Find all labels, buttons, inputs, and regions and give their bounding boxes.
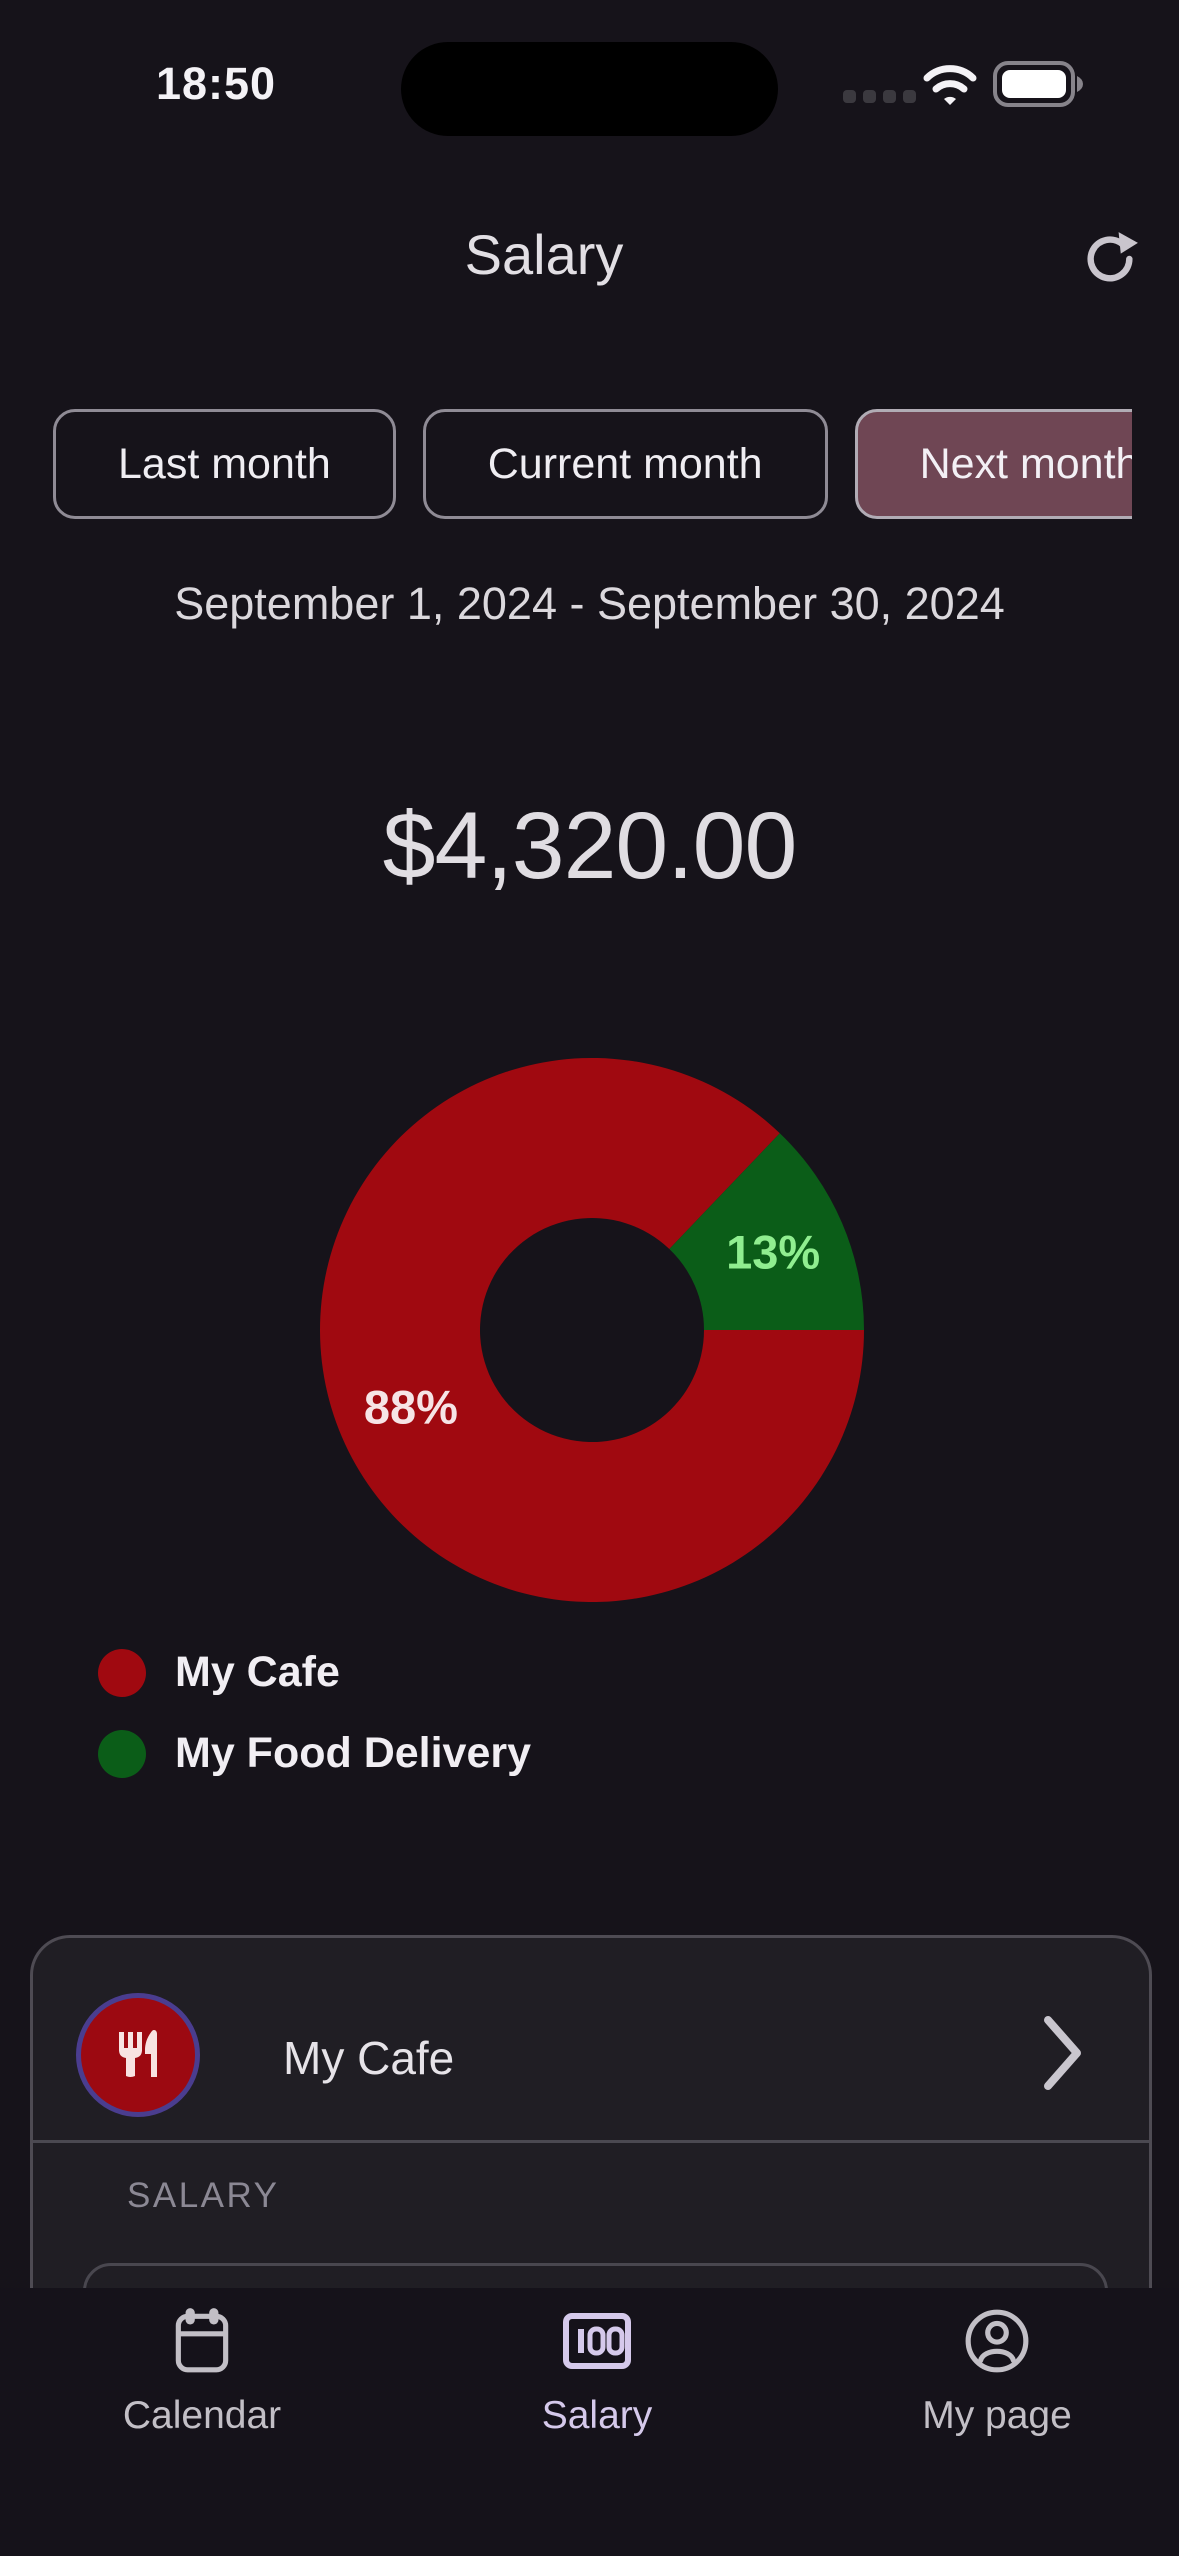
filter-row: Last month Current month Next month (0, 402, 1132, 526)
salary-donut-chart: 88% 13% (320, 1058, 865, 1602)
page-title: Salary (464, 223, 624, 286)
salary-section-label: SALARY (127, 2176, 280, 2215)
tab-calendar[interactable]: Calendar (62, 2288, 342, 2438)
banknote-icon (562, 2302, 632, 2380)
tab-label: Salary (541, 2394, 653, 2437)
refresh-button[interactable] (1078, 228, 1142, 292)
donut-slice-label: 88% (364, 1381, 458, 1434)
chart-legend: My Cafe My Food Delivery (98, 1648, 531, 1778)
legend-dot-red (98, 1648, 146, 1697)
tab-bar: Calendar Salary My page (0, 2288, 1179, 2556)
filter-next-month[interactable]: Next month (854, 409, 1132, 519)
filter-last-month[interactable]: Last month (53, 409, 396, 519)
wifi-icon (922, 62, 978, 111)
tab-label: Calendar (122, 2394, 282, 2437)
tab-label: My page (922, 2394, 1072, 2437)
tab-salary[interactable]: Salary (457, 2288, 737, 2438)
card-divider (33, 2140, 1149, 2143)
legend-label: My Food Delivery (175, 1729, 532, 1777)
fork-knife-icon (76, 1993, 200, 2117)
period-range: September 1, 2024 - September 30, 2024 (174, 578, 1005, 629)
calendar-icon (168, 2302, 236, 2380)
workplace-name[interactable]: My Cafe (283, 2032, 455, 2084)
filter-current-month[interactable]: Current month (422, 409, 828, 519)
legend-label: My Cafe (175, 1648, 340, 1696)
legend-item-my-food-delivery: My Food Delivery (98, 1729, 531, 1778)
person-circle-icon (963, 2302, 1031, 2380)
legend-dot-green (98, 1729, 146, 1778)
total-amount: $4,320.00 (382, 793, 798, 899)
legend-item-my-cafe: My Cafe (98, 1648, 531, 1697)
workplace-card: My Cafe SALARY (30, 1935, 1152, 2288)
dynamic-island (401, 42, 778, 136)
status-bar-time: 18:50 (155, 58, 277, 109)
salary-list-item-partial[interactable] (83, 2263, 1108, 2288)
tab-my-page[interactable]: My page (857, 2288, 1137, 2438)
battery-icon (993, 60, 1085, 113)
chevron-right-icon[interactable] (1041, 2013, 1085, 2098)
refresh-icon (1081, 231, 1139, 291)
cellular-dots-icon (843, 90, 916, 103)
donut-slice-my-food-delivery (669, 1133, 864, 1330)
donut-slice-label: 13% (726, 1225, 820, 1278)
donut-slice-my-cafe (320, 1058, 865, 1602)
